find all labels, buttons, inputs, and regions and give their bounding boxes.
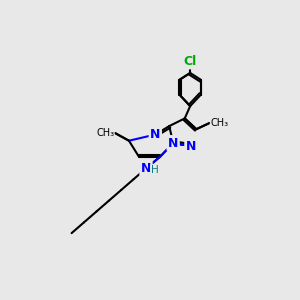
Text: CH₃: CH₃	[96, 128, 114, 138]
Text: N: N	[141, 162, 151, 175]
Text: N: N	[168, 136, 178, 149]
Text: H: H	[151, 165, 158, 175]
Text: N: N	[186, 140, 196, 153]
Text: Cl: Cl	[184, 55, 197, 68]
Text: CH₃: CH₃	[210, 118, 229, 128]
Text: N: N	[150, 128, 160, 141]
